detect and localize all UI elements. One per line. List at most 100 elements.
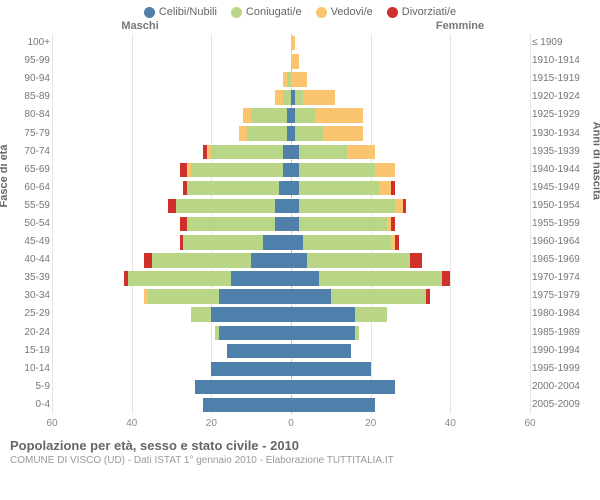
female-side [291,251,530,269]
birth-year-label: 1970-1974 [532,272,592,283]
age-label: 60-64 [16,182,50,193]
bar-segment-divorced [180,163,188,177]
birth-year-label: 1955-1959 [532,218,592,229]
birth-year-label: ≤ 1909 [532,37,592,48]
bar-segment-single [275,199,291,213]
bar-segment-single [291,307,355,321]
female-side [291,287,530,305]
bar-segment-married [299,145,347,159]
age-label: 65-69 [16,164,50,175]
pyramid-row [52,269,530,287]
bar-segment-single [275,217,291,231]
bar-segment-single [195,380,291,394]
female-side [291,305,530,323]
male-side [52,251,291,269]
legend-swatch [231,7,242,18]
bar-segment-divorced [442,271,450,285]
male-side [52,124,291,142]
bar-segment-married [251,108,287,122]
legend-item: Coniugati/e [231,6,302,18]
birth-year-label: 1950-1954 [532,200,592,211]
bar-segment-single [291,199,299,213]
bar-segment-married [152,253,252,267]
legend-swatch [387,7,398,18]
age-label: 90-94 [16,73,50,84]
x-tick-label: 20 [365,418,376,429]
female-side [291,269,530,287]
header-males: Maschi [40,20,300,32]
x-tick-label: 60 [524,418,535,429]
legend-item: Celibi/Nubili [144,6,217,18]
birth-year-label: 1935-1939 [532,146,592,157]
pyramid-row [52,396,530,414]
birth-year-label: 1930-1934 [532,128,592,139]
age-label: 10-14 [16,363,50,374]
bar-segment-married [187,217,275,231]
birth-year-label: 1995-1999 [532,363,592,374]
bar-segment-single [291,289,331,303]
bar-segment-single [291,235,303,249]
pyramid-row [52,360,530,378]
birth-year-label: 1945-1949 [532,182,592,193]
age-label: 75-79 [16,128,50,139]
bar-segment-married [191,307,211,321]
female-side [291,378,530,396]
male-side [52,70,291,88]
birth-year-label: 1920-1924 [532,91,592,102]
age-label: 25-29 [16,308,50,319]
legend-label: Celibi/Nubili [159,6,217,18]
male-side [52,305,291,323]
bar-segment-married [299,163,375,177]
bar-segment-widowed [275,90,283,104]
bar-segment-married [295,90,303,104]
bar-segment-single [291,362,371,376]
gridline [530,34,531,414]
pyramid-row [52,324,530,342]
x-tick-label: 40 [126,418,137,429]
age-label: 40-44 [16,254,50,265]
bar-segment-single [291,326,355,340]
bar-segment-single [203,398,291,412]
male-side [52,396,291,414]
legend-swatch [316,7,327,18]
y-axis-left-title: Fasce di età [0,145,10,208]
bar-segment-married [283,90,291,104]
bar-segment-divorced [426,289,430,303]
bar-segment-divorced [168,199,176,213]
bar-segment-single [211,362,291,376]
legend-swatch [144,7,155,18]
pyramid-row [52,378,530,396]
male-side [52,88,291,106]
chart-title: Popolazione per età, sesso e stato civil… [10,438,590,453]
female-side [291,396,530,414]
bar-segment-single [231,271,291,285]
header-females: Femmine [300,20,560,32]
bar-segment-widowed [323,126,363,140]
male-side [52,106,291,124]
footer: Popolazione per età, sesso e stato civil… [0,432,600,466]
bar-segment-single [291,398,375,412]
bar-segment-widowed [291,54,299,68]
birth-year-label: 1985-1989 [532,327,592,338]
female-side [291,179,530,197]
female-side [291,106,530,124]
bar-segment-single [291,181,299,195]
female-side [291,34,530,52]
birth-year-label: 1910-1914 [532,55,592,66]
age-label: 85-89 [16,91,50,102]
male-side [52,179,291,197]
female-side [291,342,530,360]
bar-segment-widowed [395,199,403,213]
bar-segment-divorced [180,217,188,231]
bar-segment-widowed [375,163,395,177]
bar-segment-widowed [291,72,307,86]
bar-segment-married [247,126,287,140]
age-label: 20-24 [16,327,50,338]
pyramid-row [52,179,530,197]
birth-year-label: 1990-1994 [532,345,592,356]
birth-year-label: 1980-1984 [532,308,592,319]
pyramid-row [52,233,530,251]
female-side [291,70,530,88]
x-tick-label: 20 [206,418,217,429]
male-side [52,161,291,179]
